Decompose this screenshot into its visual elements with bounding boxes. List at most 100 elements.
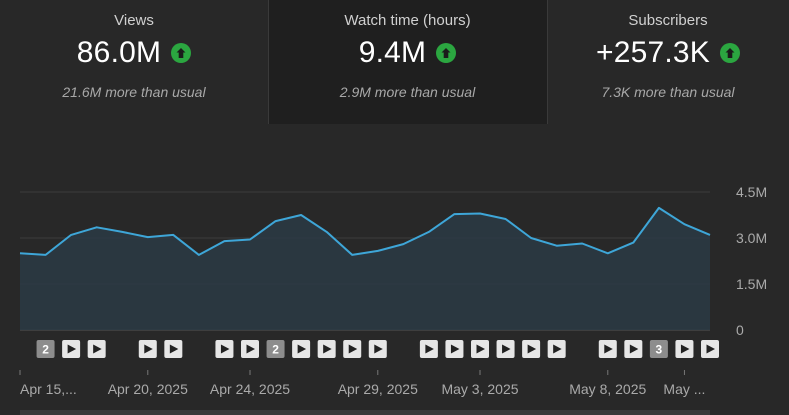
play-icon (67, 344, 77, 354)
play-icon (502, 344, 511, 354)
data-point[interactable] (116, 226, 128, 238)
data-point[interactable] (602, 247, 614, 259)
play-icon (246, 344, 255, 354)
y-tick-label: 4.5M (736, 184, 767, 200)
play-icon (425, 344, 434, 354)
y-tick-label: 3.0M (736, 230, 767, 246)
x-tick-label: May 3, 2025 (441, 381, 518, 397)
marker-box (266, 340, 285, 358)
data-point[interactable] (346, 249, 358, 261)
x-tick-label: Apr 29, 2025 (338, 381, 418, 397)
x-tick-label: May 8, 2025 (569, 381, 646, 397)
marker-count: 3 (656, 343, 663, 357)
video-count-marker[interactable]: 2 (266, 340, 285, 358)
play-icon (348, 344, 358, 354)
chart-scrollbar[interactable] (20, 410, 710, 415)
video-play-marker[interactable] (343, 340, 362, 358)
video-play-marker[interactable] (675, 340, 694, 358)
data-point[interactable] (474, 207, 486, 219)
data-point[interactable] (91, 221, 103, 233)
video-play-marker[interactable] (419, 340, 438, 358)
video-markers: 2 2 3 (36, 340, 719, 358)
video-play-marker[interactable] (624, 340, 643, 358)
video-play-marker[interactable] (471, 340, 489, 358)
data-point[interactable] (65, 229, 77, 241)
marker-count: 2 (42, 343, 49, 357)
play-icon (323, 344, 332, 354)
play-icon (553, 344, 562, 354)
data-point[interactable] (372, 245, 384, 257)
video-play-marker[interactable] (522, 340, 541, 358)
video-play-marker[interactable] (164, 340, 183, 358)
video-play-marker[interactable] (598, 340, 617, 358)
data-point[interactable] (627, 237, 639, 249)
video-play-marker[interactable] (368, 340, 387, 358)
data-point[interactable] (40, 249, 52, 261)
video-play-marker[interactable] (701, 340, 719, 358)
data-point[interactable] (423, 226, 435, 238)
data-point[interactable] (551, 240, 563, 252)
video-count-marker[interactable]: 3 (649, 340, 668, 358)
data-point[interactable] (218, 235, 230, 247)
play-icon (476, 344, 485, 354)
data-point[interactable] (321, 226, 333, 238)
metric-card-watch-time[interactable]: Watch time (hours) 9.4M 2.9M more than u… (268, 0, 547, 124)
metric-value-row: 86.0M (0, 36, 268, 70)
play-icon (220, 344, 230, 354)
video-play-marker[interactable] (292, 340, 311, 358)
video-play-marker[interactable] (317, 340, 336, 358)
play-icon (169, 344, 179, 354)
metric-card-views[interactable]: Views 86.0M 21.6M more than usual (0, 0, 268, 124)
data-point[interactable] (142, 231, 154, 243)
play-icon (629, 344, 639, 354)
arrow-up-icon (720, 43, 740, 63)
metric-divider (268, 0, 269, 124)
video-play-marker[interactable] (138, 340, 157, 358)
data-point[interactable] (244, 234, 256, 246)
video-play-marker[interactable] (241, 340, 259, 358)
marker-box (649, 340, 668, 358)
data-point[interactable] (167, 229, 179, 241)
video-play-marker[interactable] (87, 340, 106, 358)
data-point[interactable] (500, 213, 512, 225)
data-point[interactable] (653, 202, 665, 214)
play-icon (450, 344, 460, 354)
metric-label: Subscribers (628, 12, 708, 29)
metric-card-subscribers[interactable]: Subscribers +257.3K 7.3K more than usual (547, 0, 789, 124)
data-point[interactable] (14, 247, 26, 259)
marker-count: 2 (272, 343, 279, 357)
metric-value: +257.3K (595, 36, 710, 69)
video-play-marker[interactable] (496, 340, 515, 358)
data-point[interactable] (270, 215, 282, 227)
data-point[interactable] (193, 249, 205, 261)
data-point[interactable] (704, 229, 716, 241)
data-point[interactable] (525, 232, 537, 244)
data-point[interactable] (576, 238, 588, 250)
play-icon (604, 344, 613, 354)
data-point[interactable] (448, 208, 460, 220)
y-axis-labels: 4.5M 3.0M 1.5M 0 (736, 184, 767, 338)
play-icon (706, 344, 715, 354)
metric-value: 9.4M (358, 36, 427, 69)
video-play-marker[interactable] (547, 340, 566, 358)
play-icon (374, 344, 383, 354)
play-icon (93, 344, 102, 354)
metric-label: Views (114, 12, 154, 29)
video-play-marker[interactable] (215, 340, 234, 358)
data-point[interactable] (678, 218, 690, 230)
data-point[interactable] (397, 238, 409, 250)
metric-comparison: 7.3K more than usual (601, 84, 735, 100)
y-tick-label: 1.5M (736, 276, 767, 292)
video-play-marker[interactable] (62, 340, 81, 358)
metric-value-row: 9.4M (268, 36, 547, 70)
data-point[interactable] (295, 209, 307, 221)
area-fill (20, 207, 710, 330)
video-play-marker[interactable] (445, 340, 464, 358)
video-count-marker[interactable]: 2 (36, 340, 55, 358)
play-icon (680, 344, 690, 354)
x-tick-label: Apr 24, 2025 (210, 381, 290, 397)
x-tick-label: Apr 20, 2025 (108, 381, 188, 397)
metric-comparison: 2.9M more than usual (339, 84, 476, 100)
arrow-up-icon (171, 43, 192, 63)
metric-value: 86.0M (76, 36, 162, 69)
